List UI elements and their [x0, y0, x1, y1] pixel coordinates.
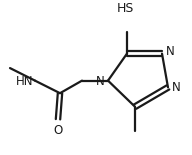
Text: N: N: [166, 45, 175, 58]
Text: HN: HN: [16, 75, 33, 88]
Text: N: N: [96, 75, 105, 88]
Text: O: O: [53, 124, 63, 137]
Text: N: N: [172, 81, 181, 94]
Text: HS: HS: [116, 2, 134, 15]
